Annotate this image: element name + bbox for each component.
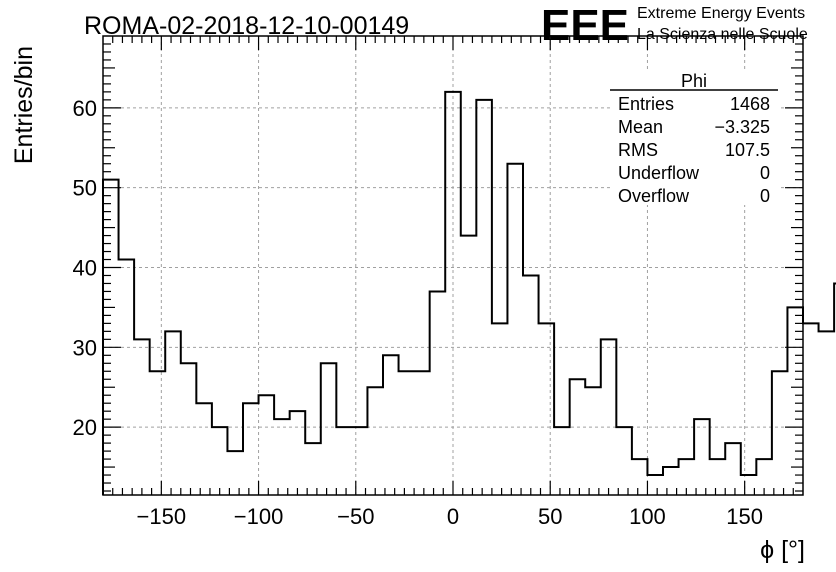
stats-label: Entries bbox=[618, 94, 674, 114]
logo-line-2: La Scienza nelle Scuole bbox=[637, 26, 808, 43]
histogram-bin bbox=[803, 323, 819, 495]
stats-box-title: Phi bbox=[681, 71, 707, 91]
histogram-bin bbox=[119, 260, 135, 495]
stats-box: Phi Entries 1468 Mean −3.325 RMS 107.5 Underfl… bbox=[610, 71, 780, 206]
histogram-bin bbox=[492, 323, 508, 495]
histogram-bin bbox=[414, 371, 430, 495]
stats-label: Mean bbox=[618, 117, 663, 137]
y-axis-title: Entries/bin bbox=[10, 46, 38, 164]
histogram-bin bbox=[274, 419, 290, 495]
stats-value: 1468 bbox=[730, 94, 770, 114]
y-tick-label: 20 bbox=[73, 415, 97, 440]
x-tick-label: 0 bbox=[447, 504, 459, 529]
histogram-step-line bbox=[102, 90, 836, 495]
histogram-bin bbox=[585, 387, 601, 495]
y-tick-label: 30 bbox=[73, 335, 97, 360]
x-tick-labels: −150 −100 −50 0 50 100 150 bbox=[137, 504, 763, 529]
histogram-bin bbox=[570, 379, 586, 495]
axis-ticks bbox=[103, 36, 803, 495]
histogram-bin bbox=[523, 275, 539, 495]
stats-rows: Entries 1468 Mean −3.325 RMS 107.5 Underflow 0 O… bbox=[618, 94, 770, 206]
stats-value: 0 bbox=[760, 163, 770, 183]
histogram-bin bbox=[305, 443, 321, 495]
histogram-bin bbox=[212, 427, 228, 495]
histogram-bin bbox=[259, 395, 275, 495]
eee-logo-mark: EEE bbox=[541, 1, 629, 50]
histogram-bin bbox=[725, 443, 741, 495]
histogram-bin bbox=[632, 459, 648, 495]
histogram-bin bbox=[539, 323, 555, 495]
histogram-bin bbox=[352, 427, 368, 495]
y-tick-labels: 20 30 40 50 60 bbox=[73, 96, 97, 440]
histogram-bin bbox=[445, 92, 461, 495]
histogram-bin bbox=[321, 363, 337, 495]
histogram-bin bbox=[290, 411, 306, 495]
x-axis-title: ϕ [°] bbox=[760, 536, 805, 564]
histogram-bin bbox=[336, 427, 352, 495]
histogram-bin bbox=[694, 419, 710, 495]
histogram-bin bbox=[647, 475, 663, 495]
histogram-bin bbox=[150, 371, 166, 495]
logo-line-1: Extreme Energy Events bbox=[637, 5, 805, 22]
histogram-bin bbox=[243, 403, 259, 495]
histogram-bin bbox=[383, 355, 399, 495]
histogram-bin bbox=[165, 331, 181, 495]
histogram-bin bbox=[461, 236, 477, 495]
histogram-bin bbox=[367, 387, 383, 495]
y-tick-label: 50 bbox=[73, 176, 97, 201]
y-tick-label: 60 bbox=[73, 96, 97, 121]
histogram-series bbox=[102, 90, 836, 495]
histogram-bin bbox=[134, 339, 150, 495]
histogram-bin bbox=[476, 100, 492, 495]
histogram-bin bbox=[430, 291, 446, 495]
histogram-bin bbox=[601, 339, 617, 495]
histogram-bin bbox=[181, 363, 197, 495]
histogram-bin bbox=[554, 427, 570, 495]
stats-label: RMS bbox=[618, 140, 658, 160]
stats-value: 0 bbox=[760, 186, 770, 206]
x-tick-label: −100 bbox=[234, 504, 284, 529]
x-tick-label: 150 bbox=[726, 504, 763, 529]
stats-label: Overflow bbox=[618, 186, 690, 206]
x-tick-label: 100 bbox=[629, 504, 666, 529]
histogram-bin bbox=[772, 371, 788, 495]
stats-value: 107.5 bbox=[725, 140, 770, 160]
eee-logo: EEE Extreme Energy Events La Scienza nel… bbox=[541, 1, 808, 50]
x-tick-label: 50 bbox=[538, 504, 562, 529]
histogram-bin bbox=[616, 427, 632, 495]
stats-label: Underflow bbox=[618, 163, 700, 183]
histogram-bin bbox=[507, 164, 523, 495]
stats-value: −3.325 bbox=[714, 117, 770, 137]
histogram-bin bbox=[196, 403, 212, 495]
y-tick-label: 40 bbox=[73, 255, 97, 280]
histogram-bin bbox=[710, 459, 726, 495]
histogram-bin bbox=[819, 331, 835, 495]
x-tick-label: −150 bbox=[137, 504, 187, 529]
x-tick-label: −50 bbox=[337, 504, 374, 529]
stats-box-background bbox=[610, 71, 780, 205]
histogram-bin bbox=[399, 371, 415, 495]
